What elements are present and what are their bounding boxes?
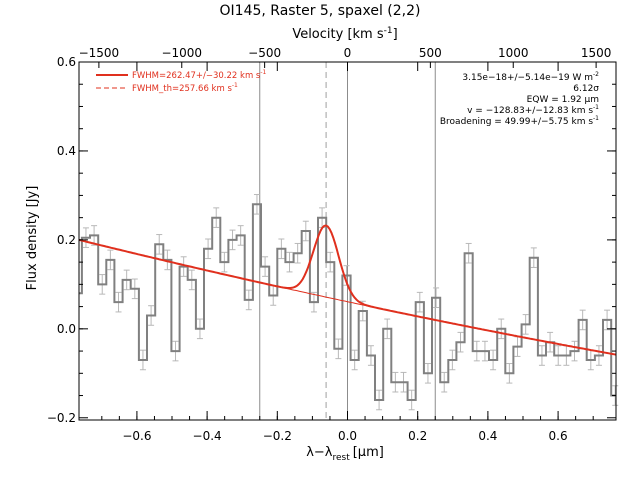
- top-tick-label: 1000: [498, 46, 529, 60]
- annotation-line-flux: 3.15e−18+/−5.14e−19 W m-2: [462, 71, 599, 83]
- top-tick-label: −500: [248, 46, 281, 60]
- spectrum-histogram: [79, 203, 616, 401]
- top-tick-label: −1000: [161, 46, 202, 60]
- x-tick-label: −0.4: [193, 429, 222, 443]
- y-tick-label: 0.4: [57, 144, 76, 158]
- x-axis-label: λ−λrest [μm]: [306, 445, 384, 463]
- y-axis-label: Flux density [Jy]: [25, 186, 40, 291]
- top-tick-label: 0: [344, 46, 352, 60]
- annotation-velocity: v = −128.83+/−12.83 km s-1: [467, 104, 599, 116]
- annotation-broadening: Broadening = 49.99+/−5.75 km s-1: [440, 115, 599, 127]
- fit-annotations: 3.15e−18+/−5.14e−19 W m-2 6.12σ EQW = 1.…: [440, 71, 599, 127]
- y-tick-label: 0.6: [57, 55, 76, 69]
- annotation-snr: 6.12σ: [573, 84, 599, 94]
- x-tick-label: −0.2: [263, 429, 292, 443]
- legend: FWHM=262.47+/−30.22 km s-1 FWHM_th=257.6…: [96, 69, 267, 94]
- y-tick-label: 0.2: [57, 233, 76, 247]
- x-tick-label: 0.6: [549, 429, 568, 443]
- legend-label-fwhm-th: FWHM_th=257.66 km s-1: [132, 82, 238, 94]
- x-tick-label: 0.2: [408, 429, 427, 443]
- top-tick-label: 1500: [581, 46, 612, 60]
- x-tick-label: −0.6: [122, 429, 151, 443]
- chart-title: OI145, Raster 5, spaxel (2,2): [220, 3, 421, 19]
- x-tick-label: 0.0: [338, 429, 357, 443]
- legend-label-fwhm: FWHM=262.47+/−30.22 km s-1: [132, 69, 267, 81]
- top-tick-label: −1500: [79, 46, 120, 60]
- gaussian-fit-line: [78, 224, 617, 356]
- x-tick-label: 0.4: [478, 429, 497, 443]
- reference-lines: [259, 62, 436, 420]
- y-tick-label: 0.0: [57, 322, 76, 336]
- y-tick-label: −0.2: [47, 411, 76, 425]
- annotation-eqw: EQW = 1.92 μm: [527, 95, 599, 105]
- top-axis-label: Velocity [km s-1]: [292, 26, 397, 42]
- top-tick-label: 500: [419, 46, 442, 60]
- axes-layer: −0.6 −0.4 −0.2 0.0 0.2 0.4 0.6−1500 −1000 −500 0 5…: [47, 46, 617, 443]
- series-layer: [78, 194, 619, 411]
